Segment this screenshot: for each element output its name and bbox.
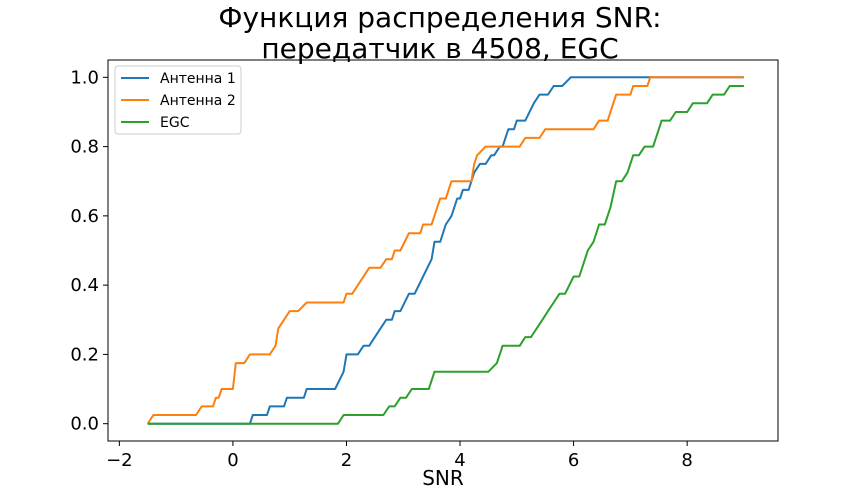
series-line-1 (147, 76, 744, 425)
plot-area-frame (107, 59, 779, 442)
y-axis-ticks: 0.0 0.2 0.4 0.6 0.8 1.0 (70, 67, 108, 435)
legend: Антенна 1 Антенна 2 EGC (114, 65, 242, 135)
legend-label-1: Антенна 1 (160, 71, 236, 87)
x-tick-label: 2 (341, 450, 352, 471)
y-tick-label: 0.8 (70, 137, 99, 158)
legend-entries: Антенна 1 Антенна 2 EGC (121, 71, 236, 131)
x-tick-label: 6 (568, 450, 579, 471)
legend-label-3: EGC (160, 115, 190, 131)
x-tick-label: 4 (454, 450, 465, 471)
legend-label-2: Антенна 2 (160, 93, 236, 109)
y-tick-label: 0.4 (70, 275, 99, 296)
y-tick-label: 1.0 (70, 67, 99, 88)
y-tick-label: 0.2 (70, 344, 99, 365)
series-layer (146, 76, 744, 425)
x-tick-label: 8 (681, 450, 692, 471)
x-tick-label: 0 (227, 450, 238, 471)
x-axis-label: SNR (422, 466, 464, 490)
x-tick-label: −2 (106, 450, 133, 471)
y-tick-label: 0.0 (70, 414, 99, 435)
x-axis-ticks: −2 0 2 4 6 8 (106, 441, 693, 471)
legend-box (114, 65, 242, 135)
series-line-2 (146, 76, 744, 425)
y-tick-label: 0.6 (70, 206, 99, 227)
chart-title-line-1: Функция распределения SNR: (218, 1, 661, 34)
series-line-3 (147, 85, 744, 425)
